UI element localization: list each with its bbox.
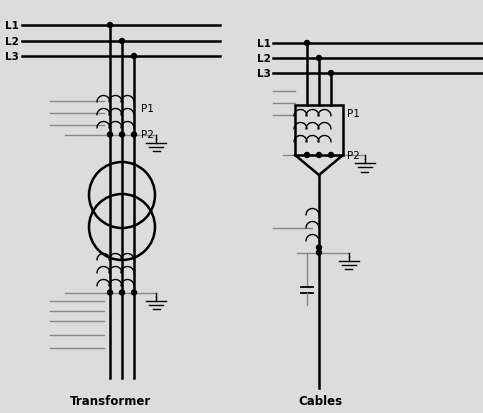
Text: L2: L2 bbox=[5, 37, 19, 47]
Text: L3: L3 bbox=[5, 52, 19, 62]
Circle shape bbox=[316, 245, 322, 250]
Circle shape bbox=[108, 290, 113, 295]
Circle shape bbox=[131, 133, 137, 138]
Circle shape bbox=[119, 39, 125, 44]
Circle shape bbox=[328, 153, 333, 158]
Bar bbox=[295, 106, 343, 156]
Text: P2: P2 bbox=[347, 151, 360, 161]
Text: P1: P1 bbox=[347, 109, 360, 119]
Circle shape bbox=[316, 153, 322, 158]
Circle shape bbox=[328, 71, 333, 76]
Circle shape bbox=[304, 153, 310, 158]
Circle shape bbox=[119, 133, 125, 138]
Text: Transformer: Transformer bbox=[70, 394, 151, 408]
Text: P1: P1 bbox=[141, 104, 154, 114]
Text: L3: L3 bbox=[257, 69, 271, 79]
Circle shape bbox=[119, 290, 125, 295]
Text: P2: P2 bbox=[141, 130, 154, 140]
Circle shape bbox=[316, 250, 322, 255]
Text: L1: L1 bbox=[5, 21, 19, 31]
Text: L1: L1 bbox=[257, 39, 271, 49]
Circle shape bbox=[108, 24, 113, 28]
Text: Cables: Cables bbox=[298, 394, 342, 408]
Circle shape bbox=[131, 55, 137, 59]
Text: L2: L2 bbox=[257, 54, 271, 64]
Circle shape bbox=[316, 56, 322, 62]
Circle shape bbox=[131, 290, 137, 295]
Circle shape bbox=[108, 133, 113, 138]
Circle shape bbox=[304, 41, 310, 46]
